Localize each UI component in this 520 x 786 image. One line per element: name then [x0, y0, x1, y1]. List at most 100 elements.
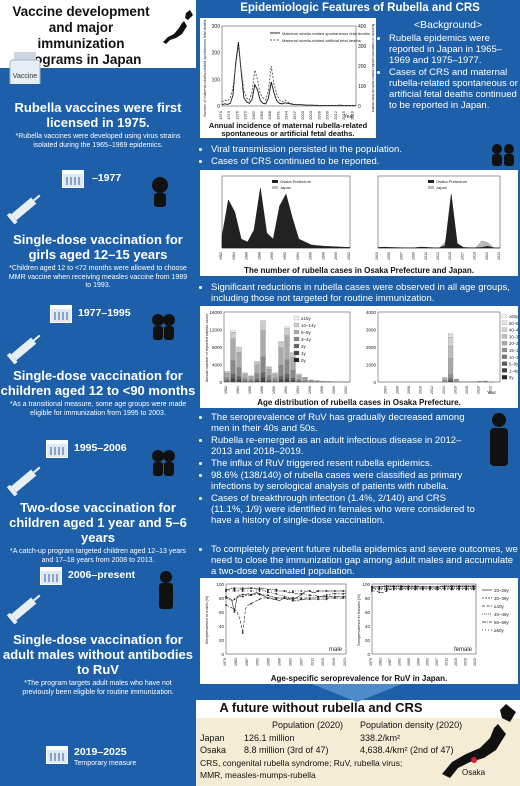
series-point	[414, 588, 417, 591]
series-point	[421, 587, 424, 590]
y-axis-label: Seroprevalence in males (%)	[205, 595, 209, 644]
background-list: Rubella epidemics were reported in Japan…	[378, 33, 520, 112]
legend-swatch	[501, 347, 508, 353]
bar-segment	[278, 375, 284, 380]
section2-bullet: Viral transmission persisted in the popu…	[211, 144, 490, 155]
series-point	[385, 588, 388, 591]
y-tick-label: 12000	[209, 328, 222, 333]
series-area-japan	[377, 213, 501, 249]
series-point	[292, 590, 294, 592]
series-point	[333, 597, 336, 599]
bar-segment	[448, 337, 454, 347]
series-point	[342, 597, 345, 599]
children-silhouette-icon	[152, 314, 175, 340]
legend-swatch	[293, 357, 300, 363]
bar-segment	[254, 361, 260, 363]
bar-segment	[248, 376, 254, 378]
x-tick-label: 2011	[310, 658, 314, 666]
x-tick-label: 1986	[245, 252, 249, 260]
legend-label: ≥60y	[494, 628, 504, 633]
bar-segment	[230, 332, 236, 339]
japan-map-osaka-icon	[442, 704, 516, 778]
x-tick-label: 2018	[349, 110, 354, 120]
future-row-pop: 126.1 million	[244, 733, 295, 743]
x-tick-label: 1995	[407, 658, 411, 666]
series-point	[465, 585, 468, 588]
y-tick-label: 200	[212, 51, 221, 57]
y-tick-label: 100	[362, 582, 370, 587]
y-tick-label: 0	[221, 652, 224, 657]
y-tick-label: 0	[373, 380, 376, 385]
y-tick-label: 1000	[366, 363, 377, 368]
series-point	[378, 587, 381, 590]
x-tick-label: 1991	[275, 110, 280, 120]
x-tick-label: 2006	[395, 386, 399, 394]
y-tick-label: 20	[365, 638, 371, 643]
bar-segment	[266, 367, 272, 370]
legend-label: Japan	[436, 185, 447, 190]
bar-segment	[260, 380, 266, 383]
bar-segment	[230, 338, 236, 361]
series-area-osaka	[221, 187, 351, 249]
legend-swatch	[501, 375, 508, 380]
x-tick-label: 2012	[430, 386, 434, 394]
y-tick-label: 40	[365, 624, 371, 629]
series-point	[400, 588, 402, 591]
girl-silhouette-icon	[152, 177, 168, 207]
bar-segment	[448, 334, 454, 338]
x-tick-label: 1979	[223, 658, 227, 666]
left-timeline-panel	[0, 0, 196, 786]
legend-label: 10–14y	[509, 355, 518, 360]
era-1995-title: Single-dose vaccination for children age…	[0, 368, 196, 398]
future-row-den: 4,638.4/km² (2nd of 47)	[360, 745, 454, 755]
background-bullet: Rubella epidemics were reported in Japan…	[389, 33, 520, 66]
series-point	[400, 585, 402, 588]
japan-map-icon	[163, 10, 193, 44]
x-tick-label: 2004	[384, 386, 388, 394]
bar-segment	[284, 377, 290, 382]
plot-frame	[225, 583, 347, 655]
legend-swatch	[293, 322, 300, 328]
section4-bullet: The influx of RuV triggered resent rubel…	[211, 458, 478, 469]
syringe-icon	[6, 466, 41, 496]
series-point	[300, 597, 303, 599]
series-point	[266, 590, 269, 592]
series-point	[371, 588, 373, 591]
x-tick-label: 2003	[426, 658, 430, 666]
legend-label: ≥15y	[301, 316, 311, 321]
legend-label: Osaka Prefecture	[436, 179, 468, 184]
x-tick-label: 2003	[375, 252, 379, 260]
series-point	[275, 590, 278, 592]
bar-segment	[453, 380, 459, 382]
man-silhouette-icon	[159, 571, 173, 609]
y-tick-label: 4000	[366, 310, 377, 315]
section4-bullet: Rubella re-emerged as an adult infectiou…	[211, 435, 478, 457]
calendar-icon	[46, 746, 68, 764]
x-tick-label: 1982	[219, 252, 223, 260]
section5-list: To completely prevent future rubella epi…	[200, 544, 518, 578]
bar-segment	[260, 319, 266, 322]
chart-seroprevalence: 0 20 40 60 80 100 1979 1983 1987 1991 1995 1999 2003…	[200, 578, 518, 684]
bar-segment	[260, 356, 266, 373]
y-tick-label: 80	[219, 596, 225, 601]
series-point	[333, 595, 336, 598]
legend-swatch	[293, 329, 300, 335]
x-tick-label: 2000	[332, 386, 336, 394]
bar-segment	[236, 367, 242, 377]
section4-bullet: 98.6% (138/140) of rubella cases were cl…	[211, 470, 478, 492]
x-tick-label: 2019	[464, 658, 468, 666]
y-tick-label: 60	[219, 610, 225, 615]
bar-segment	[442, 378, 448, 380]
series-point	[317, 598, 319, 601]
series-point	[283, 595, 286, 598]
era-1975-note: *Rubella vaccines were developed using v…	[15, 133, 181, 149]
legend-label: Osaka Prefecture	[280, 179, 312, 184]
bar-segment	[236, 352, 242, 368]
era-2006-period: 2006–present	[68, 569, 136, 581]
calendar-icon	[40, 567, 62, 585]
series-point	[225, 588, 227, 591]
legend-label: 15–19y	[509, 348, 518, 353]
bar-segment	[296, 379, 302, 382]
chart-osaka-japan-svg: 1982 1984 1986 1988 1990 1992 1994 1996 1998 2000…	[219, 175, 501, 260]
x-tick-label: 2023	[473, 658, 477, 666]
